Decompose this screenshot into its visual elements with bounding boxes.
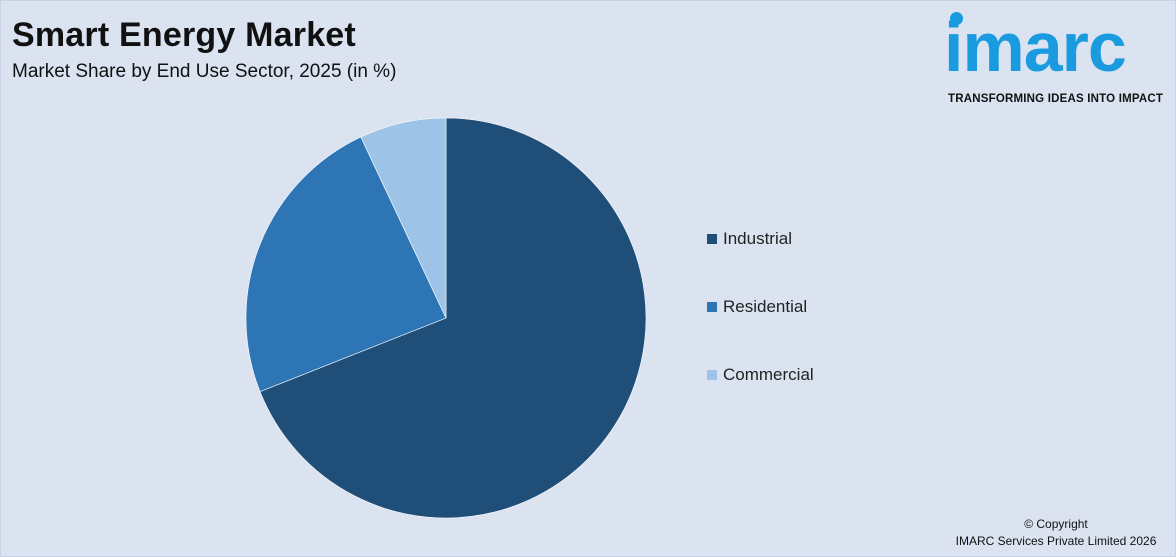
legend-swatch: [707, 233, 717, 244]
legend-label: Residential: [723, 297, 808, 316]
pie-slice-commercial: [360, 117, 447, 319]
imarc-logo: imarc TRANSFORMING IDEAS INTO IMPACT: [944, 8, 1172, 110]
legend-label: Commercial: [723, 365, 814, 384]
copyright-notice: © Copyright IMARC Services Private Limit…: [946, 516, 1166, 550]
legend-item-residential: Residential: [707, 296, 807, 318]
logo-dot-icon: [950, 12, 963, 25]
legend-swatch: [707, 369, 717, 380]
chart-subtitle: Market Share by End Use Sector, 2025 (in…: [12, 61, 397, 82]
copyright-line-2: IMARC Services Private Limited 2026: [955, 534, 1157, 548]
copyright-line-1: © Copyright: [1024, 517, 1088, 531]
legend-item-industrial: Industrial: [707, 228, 792, 250]
legend-label: Industrial: [723, 229, 792, 248]
legend-item-commercial: Commercial: [707, 364, 814, 386]
pie-slice-industrial: [259, 117, 647, 519]
logo-wordmark: imarc: [944, 8, 1127, 86]
legend-swatch: [707, 301, 717, 312]
chart-title: Smart Energy Market: [12, 16, 356, 54]
pie-slice-residential: [245, 136, 447, 393]
logo-tagline: TRANSFORMING IDEAS INTO IMPACT: [948, 93, 1164, 105]
